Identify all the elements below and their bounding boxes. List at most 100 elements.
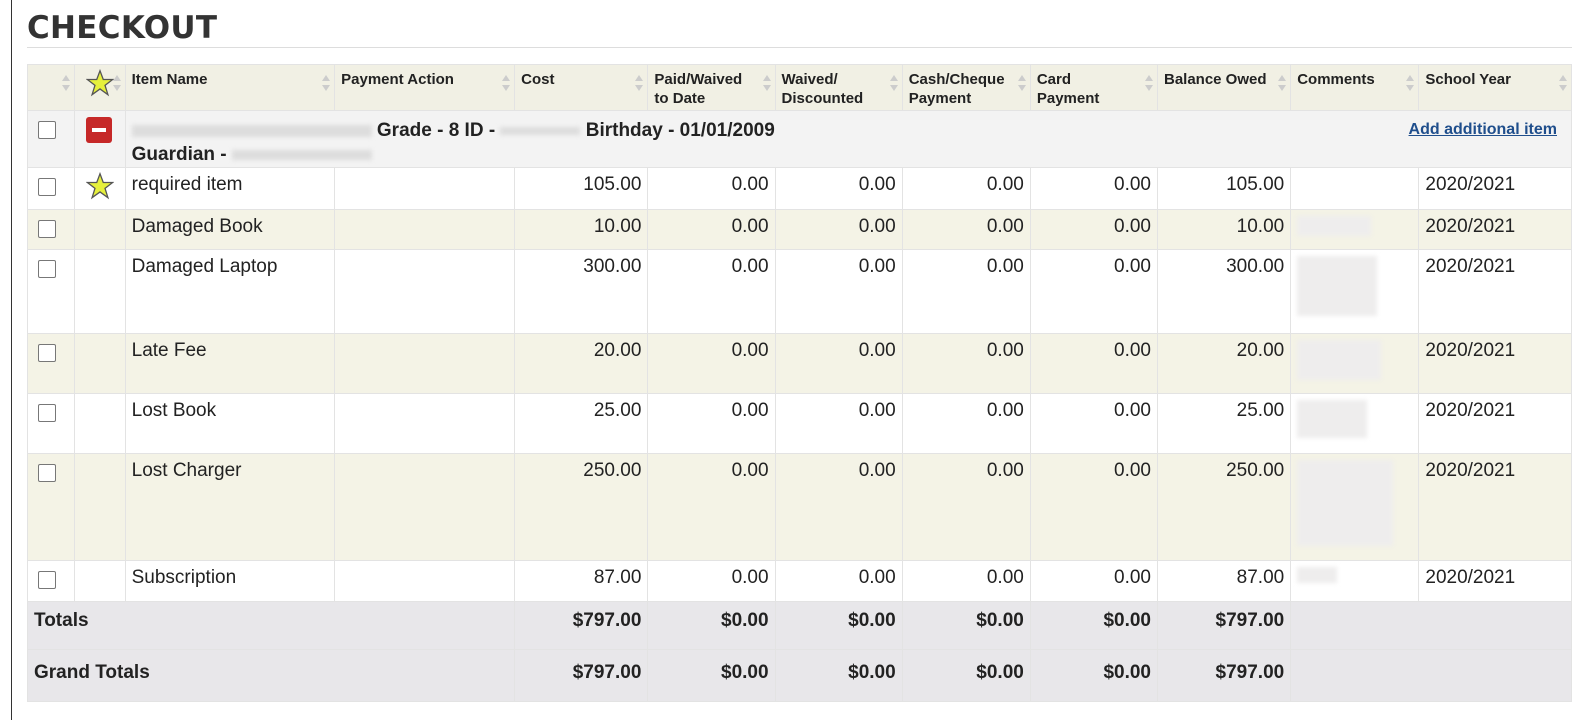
- comments: [1290, 249, 1420, 334]
- table-row: Damaged Laptop 300.00 0.00 0.00 0.00 0.0…: [27, 249, 1572, 334]
- payment-action[interactable]: [334, 249, 516, 334]
- cash-payment: 0.00: [901, 249, 1031, 334]
- balance-owed: 20.00: [1156, 333, 1292, 394]
- sort-icon[interactable]: [322, 75, 331, 95]
- cash-payment: 0.00: [901, 333, 1031, 394]
- guardian-info: Guardian -: [132, 143, 1565, 167]
- payment-action[interactable]: [334, 560, 516, 602]
- student-checkbox[interactable]: [38, 121, 56, 139]
- payment-action[interactable]: [334, 333, 516, 394]
- sort-icon[interactable]: [1406, 75, 1415, 95]
- item-name: required item: [124, 167, 336, 210]
- balance-owed: 300.00: [1156, 249, 1292, 334]
- checkout-table: Item Name Payment Action Cost Paid/Waive…: [26, 64, 1573, 702]
- paid-to-date: 0.00: [647, 393, 776, 454]
- col-school-year[interactable]: School Year: [1418, 64, 1572, 111]
- waived: 0.00: [774, 209, 903, 250]
- student-row: Add additional item Grade - 8 ID - Birth…: [27, 110, 1573, 168]
- card-payment: 0.00: [1029, 249, 1158, 334]
- table-row: Lost Book 25.00 0.00 0.00 0.00 0.00 25.0…: [27, 393, 1572, 454]
- totals-row: Totals $797.00 $0.00 $0.00 $0.00 $0.00 $…: [26, 601, 1572, 650]
- item-name: Subscription: [124, 560, 336, 602]
- comments: [1290, 209, 1420, 250]
- student-info: Grade - 8 ID - Birthday - 01/01/2009: [131, 119, 1565, 143]
- col-paid-to-date[interactable]: Paid/Waived to Date: [647, 64, 776, 111]
- sort-icon[interactable]: [1559, 75, 1567, 95]
- sort-icon[interactable]: [889, 75, 898, 95]
- waived: 0.00: [774, 453, 903, 561]
- comments: [1290, 560, 1420, 602]
- school-year: 2020/2021: [1418, 209, 1572, 250]
- col-item-name[interactable]: Item Name: [124, 64, 336, 111]
- payment-action[interactable]: [334, 453, 516, 561]
- col-card-payment[interactable]: Card Payment: [1029, 64, 1158, 111]
- row-checkbox[interactable]: [38, 220, 56, 238]
- sort-icon[interactable]: [112, 75, 121, 95]
- sort-icon[interactable]: [61, 75, 70, 95]
- totals-paid: $0.00: [647, 601, 776, 650]
- table-row: required item 105.00 0.00 0.00 0.00 0.00…: [27, 167, 1572, 210]
- card-payment: 0.00: [1029, 209, 1158, 250]
- grand-totals-balance: $797.00: [1156, 649, 1292, 702]
- cost: 105.00: [514, 167, 649, 210]
- row-checkbox[interactable]: [38, 464, 56, 482]
- totals-label: Totals: [26, 601, 516, 650]
- comments: [1290, 453, 1420, 561]
- grand-totals-label: Grand Totals: [26, 649, 516, 702]
- sort-icon[interactable]: [502, 75, 511, 95]
- card-payment: 0.00: [1029, 453, 1158, 561]
- sort-icon[interactable]: [1144, 75, 1153, 95]
- balance-owed: 10.00: [1156, 209, 1292, 250]
- card-payment: 0.00: [1029, 560, 1158, 602]
- paid-to-date: 0.00: [647, 167, 776, 210]
- row-checkbox[interactable]: [38, 571, 56, 589]
- comment-redacted: [1297, 340, 1382, 380]
- col-payment-action[interactable]: Payment Action: [334, 64, 516, 111]
- col-cash-payment[interactable]: Cash/Cheque Payment: [901, 64, 1031, 111]
- cash-payment: 0.00: [901, 167, 1031, 210]
- comment-redacted: [1297, 460, 1394, 546]
- row-checkbox[interactable]: [38, 404, 56, 422]
- payment-action[interactable]: [334, 393, 516, 454]
- comment-redacted: [1297, 256, 1378, 316]
- sort-icon[interactable]: [1017, 75, 1026, 95]
- payment-action[interactable]: [334, 167, 516, 210]
- payment-action[interactable]: [334, 209, 516, 250]
- col-waived[interactable]: Waived/ Discounted: [774, 64, 903, 111]
- page-title: CHECKOUT: [27, 10, 218, 46]
- col-balance-owed[interactable]: Balance Owed: [1156, 64, 1292, 111]
- row-checkbox[interactable]: [38, 344, 56, 362]
- grand-totals-cost: $797.00: [514, 649, 649, 702]
- col-cost[interactable]: Cost: [514, 64, 649, 111]
- sort-icon[interactable]: [762, 75, 771, 95]
- row-checkbox[interactable]: [38, 178, 56, 196]
- comments: [1290, 333, 1420, 394]
- sort-icon[interactable]: [635, 75, 644, 95]
- balance-owed: 105.00: [1156, 167, 1292, 210]
- student-name-redacted: [131, 124, 372, 137]
- col-comments[interactable]: Comments: [1290, 64, 1420, 111]
- minus-square-icon[interactable]: [85, 117, 112, 143]
- cost: 250.00: [514, 453, 649, 561]
- col-select[interactable]: [27, 64, 75, 111]
- item-name: Damaged Book: [124, 209, 336, 250]
- item-name: Lost Book: [124, 393, 336, 454]
- school-year: 2020/2021: [1418, 167, 1572, 210]
- paid-to-date: 0.00: [647, 249, 776, 334]
- table-row: Late Fee 20.00 0.00 0.00 0.00 0.00 20.00…: [27, 333, 1572, 394]
- balance-owed: 25.00: [1156, 393, 1292, 454]
- paid-to-date: 0.00: [647, 560, 776, 602]
- cost: 87.00: [514, 560, 649, 602]
- col-required[interactable]: [73, 64, 126, 111]
- page-frame: [11, 0, 1595, 720]
- comment-redacted: [1297, 567, 1338, 583]
- card-payment: 0.00: [1029, 333, 1158, 394]
- school-year: 2020/2021: [1418, 560, 1572, 602]
- add-additional-item-link[interactable]: Add additional item: [1408, 121, 1557, 138]
- comment-redacted: [1297, 400, 1368, 438]
- cost: 300.00: [514, 249, 649, 334]
- sort-icon[interactable]: [1278, 75, 1287, 95]
- totals-balance: $797.00: [1156, 601, 1292, 650]
- grand-totals-row: Grand Totals $797.00 $0.00 $0.00 $0.00 $…: [26, 649, 1572, 702]
- row-checkbox[interactable]: [38, 260, 56, 278]
